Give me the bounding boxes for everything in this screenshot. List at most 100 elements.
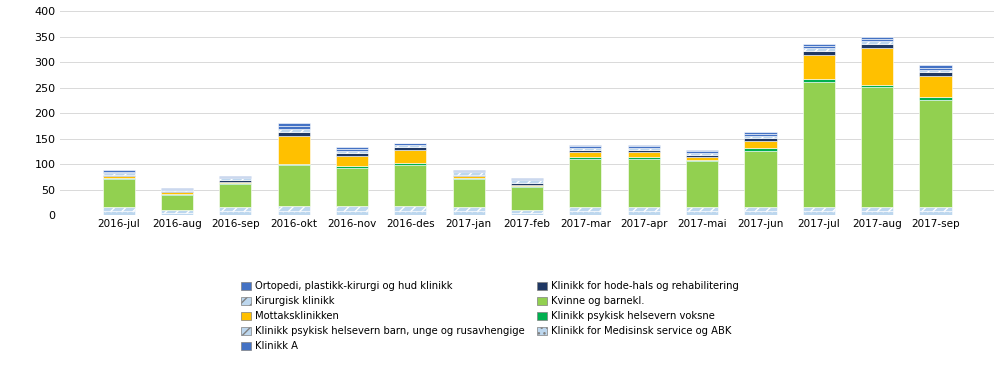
- Bar: [219, 184, 251, 207]
- Bar: [627, 157, 659, 158]
- Bar: [452, 172, 484, 175]
- Bar: [569, 152, 601, 157]
- Bar: [452, 211, 484, 215]
- Bar: [219, 207, 251, 211]
- Bar: [685, 150, 717, 151]
- Bar: [569, 148, 601, 150]
- Bar: [685, 153, 717, 155]
- Bar: [743, 136, 775, 138]
- Bar: [102, 172, 134, 173]
- Bar: [919, 70, 951, 72]
- Bar: [685, 151, 717, 153]
- Bar: [394, 162, 426, 165]
- Bar: [802, 55, 834, 79]
- Bar: [394, 147, 426, 150]
- Bar: [160, 192, 193, 194]
- Bar: [336, 156, 368, 166]
- Bar: [569, 146, 601, 148]
- Bar: [160, 195, 193, 210]
- Bar: [802, 46, 834, 48]
- Bar: [394, 145, 426, 147]
- Bar: [394, 150, 426, 162]
- Bar: [452, 207, 484, 211]
- Bar: [102, 175, 134, 177]
- Bar: [802, 51, 834, 55]
- Bar: [219, 183, 251, 184]
- Bar: [802, 79, 834, 82]
- Bar: [627, 211, 659, 215]
- Bar: [861, 48, 893, 85]
- Bar: [511, 210, 543, 213]
- Bar: [627, 148, 659, 150]
- Bar: [627, 150, 659, 152]
- Bar: [569, 157, 601, 158]
- Bar: [919, 76, 951, 97]
- Bar: [452, 171, 484, 172]
- Bar: [278, 127, 310, 129]
- Bar: [511, 213, 543, 215]
- Bar: [861, 41, 893, 44]
- Bar: [511, 186, 543, 187]
- Bar: [278, 211, 310, 215]
- Bar: [219, 178, 251, 180]
- Bar: [219, 181, 251, 183]
- Bar: [627, 152, 659, 157]
- Bar: [685, 211, 717, 215]
- Bar: [160, 213, 193, 215]
- Bar: [452, 177, 484, 178]
- Bar: [569, 158, 601, 207]
- Bar: [102, 207, 134, 211]
- Bar: [102, 173, 134, 175]
- Bar: [102, 179, 134, 207]
- Bar: [861, 37, 893, 39]
- Bar: [394, 211, 426, 215]
- Bar: [511, 181, 543, 183]
- Bar: [743, 148, 775, 151]
- Bar: [102, 170, 134, 172]
- Bar: [919, 72, 951, 76]
- Bar: [511, 187, 543, 210]
- Bar: [511, 185, 543, 186]
- Bar: [394, 143, 426, 145]
- Bar: [685, 157, 717, 160]
- Bar: [452, 175, 484, 177]
- Bar: [278, 123, 310, 127]
- Bar: [452, 178, 484, 179]
- Bar: [219, 180, 251, 181]
- Bar: [919, 100, 951, 207]
- Legend: Ortopedi, plastikk-kirurgi og hud klinikk, Kirurgisk klinikk, Mottaksklinikken, : Ortopedi, plastikk-kirurgi og hud klinik…: [241, 281, 738, 351]
- Bar: [394, 206, 426, 211]
- Bar: [861, 87, 893, 207]
- Bar: [160, 210, 193, 213]
- Bar: [452, 179, 484, 207]
- Bar: [160, 194, 193, 195]
- Bar: [336, 150, 368, 151]
- Bar: [569, 145, 601, 146]
- Bar: [160, 189, 193, 190]
- Bar: [919, 207, 951, 211]
- Bar: [511, 183, 543, 185]
- Bar: [861, 44, 893, 48]
- Bar: [452, 170, 484, 171]
- Bar: [861, 207, 893, 211]
- Bar: [511, 180, 543, 181]
- Bar: [919, 68, 951, 70]
- Bar: [102, 211, 134, 215]
- Bar: [743, 132, 775, 134]
- Bar: [802, 82, 834, 207]
- Bar: [743, 134, 775, 136]
- Bar: [160, 191, 193, 192]
- Bar: [919, 97, 951, 100]
- Bar: [278, 135, 310, 164]
- Bar: [627, 207, 659, 211]
- Bar: [219, 211, 251, 215]
- Bar: [743, 151, 775, 207]
- Bar: [743, 141, 775, 148]
- Bar: [861, 211, 893, 215]
- Bar: [685, 161, 717, 207]
- Bar: [219, 177, 251, 178]
- Bar: [685, 207, 717, 211]
- Bar: [336, 151, 368, 154]
- Bar: [627, 145, 659, 146]
- Bar: [394, 165, 426, 206]
